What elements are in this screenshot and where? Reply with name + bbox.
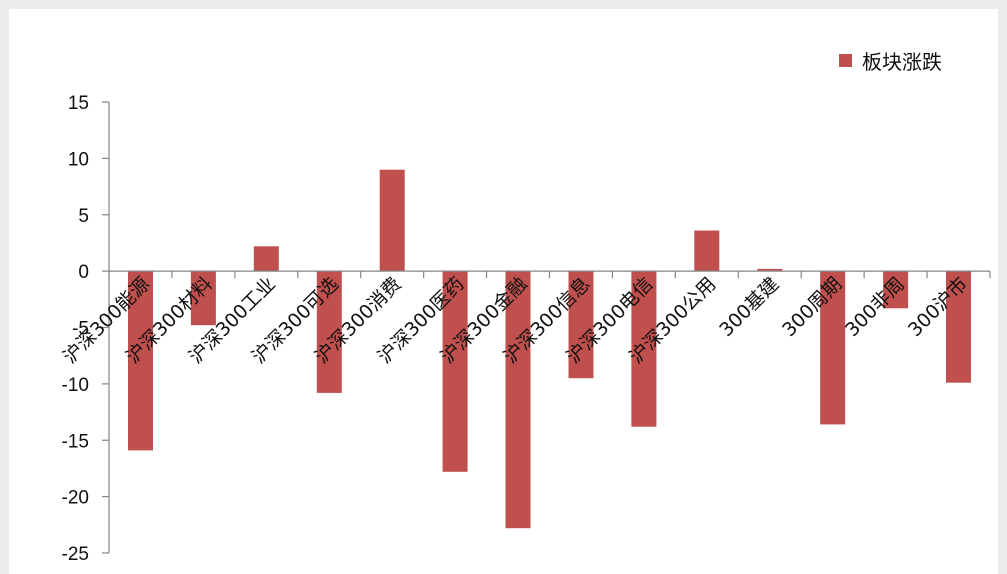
y-tick-label: -10 [62, 375, 89, 396]
y-tick-label: -15 [62, 431, 89, 452]
y-tick-label: 15 [68, 93, 89, 114]
bar [631, 271, 657, 427]
y-tick-label: 5 [78, 206, 89, 227]
y-tick-label: 10 [68, 149, 89, 170]
bar [946, 271, 971, 383]
y-tick-label: -25 [62, 544, 89, 565]
x-category-label: 300基建 [715, 273, 783, 341]
bar [442, 271, 468, 472]
y-tick-label: -5 [72, 319, 89, 340]
bar [568, 271, 594, 379]
y-tick-label: 0 [78, 262, 89, 283]
bar [883, 271, 909, 309]
bar [694, 230, 720, 272]
legend-label: 板块涨跌 [862, 49, 942, 74]
legend-swatch [839, 53, 852, 67]
bar [820, 271, 846, 425]
bar [757, 268, 783, 272]
bar [253, 246, 279, 272]
legend: 板块涨跌 [839, 45, 942, 75]
bar [128, 271, 153, 451]
bar [316, 271, 342, 393]
bar [505, 271, 531, 529]
bar [190, 271, 216, 326]
y-tick-label: -20 [62, 488, 89, 509]
bar [379, 169, 405, 272]
